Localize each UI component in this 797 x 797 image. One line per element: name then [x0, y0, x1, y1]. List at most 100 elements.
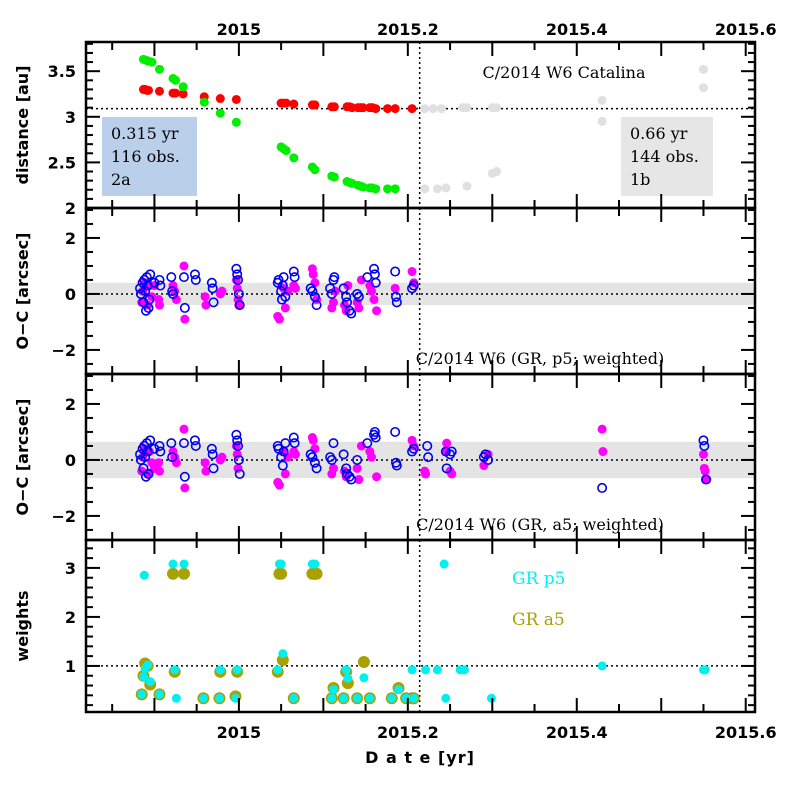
data-point: [698, 83, 708, 93]
series-gr-p5: [137, 559, 710, 703]
data-point: [274, 480, 284, 490]
data-point: [155, 280, 166, 291]
y-tick-label: 2: [65, 395, 76, 414]
data-point: [483, 454, 494, 465]
panels: 0.315 yr 116 obs. 2a 0.66 yr 144 obs. 1b C/201…: [13, 40, 757, 714]
x-tick-label-bottom: 2015: [217, 723, 262, 742]
data-point: [171, 75, 181, 85]
data-point: [354, 303, 364, 313]
data-point: [171, 88, 181, 98]
data-point: [207, 283, 218, 294]
y-axis-label: weights: [13, 590, 32, 661]
data-point: [307, 286, 318, 297]
data-point: [154, 689, 164, 699]
data-point: [597, 482, 608, 493]
x-tick-label-bottom: 2015.6: [715, 723, 777, 742]
data-point: [352, 463, 362, 473]
x-tick-label-top: 2015.2: [377, 20, 439, 39]
data-point: [289, 693, 299, 703]
data-point: [149, 443, 160, 454]
y-tick-label: 2.5: [48, 153, 76, 172]
data-point: [369, 269, 380, 280]
data-point: [177, 567, 190, 580]
data-point: [341, 472, 351, 482]
data-point: [281, 98, 291, 108]
panel-title: C/2014 W6 (GR, a5; weighted): [416, 515, 664, 534]
data-point: [310, 165, 320, 175]
info-box-line: 0.315 yr: [111, 124, 179, 143]
data-point: [420, 184, 430, 194]
x-tick-label-bottom: 2015.4: [546, 723, 608, 742]
data-point: [328, 463, 338, 473]
info-box-line: 0.66 yr: [630, 124, 688, 143]
data-point: [215, 108, 225, 118]
data-point: [215, 94, 225, 104]
data-point: [310, 567, 323, 580]
data-point: [422, 440, 433, 451]
data-point: [166, 272, 177, 283]
data-point: [369, 426, 380, 437]
data-point: [154, 466, 164, 476]
data-point: [390, 426, 401, 437]
info-box-line: 1b: [630, 170, 650, 189]
data-point: [147, 57, 157, 67]
data-point: [338, 449, 349, 460]
y-axis-label: O−C [arcsec]: [13, 399, 32, 516]
data-point: [178, 82, 188, 92]
y-tick-label: 3: [65, 108, 76, 127]
data-point: [167, 567, 180, 580]
data-point: [409, 441, 419, 451]
data-point: [233, 454, 244, 465]
data-point: [480, 449, 491, 460]
data-point: [598, 447, 608, 457]
data-point: [208, 297, 219, 308]
data-point: [308, 269, 318, 279]
data-point: [232, 283, 242, 293]
data-point: [231, 117, 241, 127]
data-point: [370, 432, 381, 443]
data-point: [354, 475, 364, 485]
data-point: [341, 306, 351, 316]
data-point: [140, 452, 151, 463]
data-point: [154, 274, 165, 285]
x-axis: D a t e [yr] 2015 2015 2015.2 2015.2 2015.4 2…: [217, 20, 777, 767]
data-point: [329, 102, 339, 112]
data-point: [437, 104, 447, 114]
data-point: [217, 286, 227, 296]
data-point: [143, 660, 153, 670]
data-point: [369, 263, 380, 274]
series-ra-residuals: [137, 261, 419, 324]
y-tick-label: 2: [65, 199, 76, 218]
data-point: [371, 104, 381, 114]
data-point: [231, 693, 241, 703]
data-point: [394, 684, 404, 694]
data-point: [698, 64, 708, 74]
data-point: [387, 693, 397, 703]
y-tick-label: 0: [65, 451, 76, 470]
data-point: [154, 440, 165, 451]
data-point: [701, 474, 712, 485]
data-point: [232, 435, 243, 446]
series-dec-residuals: [135, 263, 419, 319]
data-point: [343, 281, 353, 291]
y-axis-label: O−C [arcsec]: [13, 233, 32, 350]
data-point: [420, 104, 430, 114]
data-point: [289, 272, 300, 283]
data-point: [462, 181, 472, 191]
data-point: [171, 693, 181, 703]
data-point: [307, 452, 318, 463]
data-point: [144, 85, 154, 95]
data-point: [145, 435, 156, 446]
data-point: [179, 302, 190, 313]
data-point: [232, 665, 242, 675]
data-point: [170, 665, 180, 675]
series-gr-a5: [135, 567, 420, 705]
data-point: [326, 288, 337, 299]
data-point: [326, 454, 337, 465]
data-point: [289, 153, 299, 163]
data-point: [208, 463, 219, 474]
data-point: [154, 458, 164, 468]
data-point: [155, 446, 166, 457]
data-point: [367, 452, 377, 462]
data-point: [290, 449, 300, 459]
